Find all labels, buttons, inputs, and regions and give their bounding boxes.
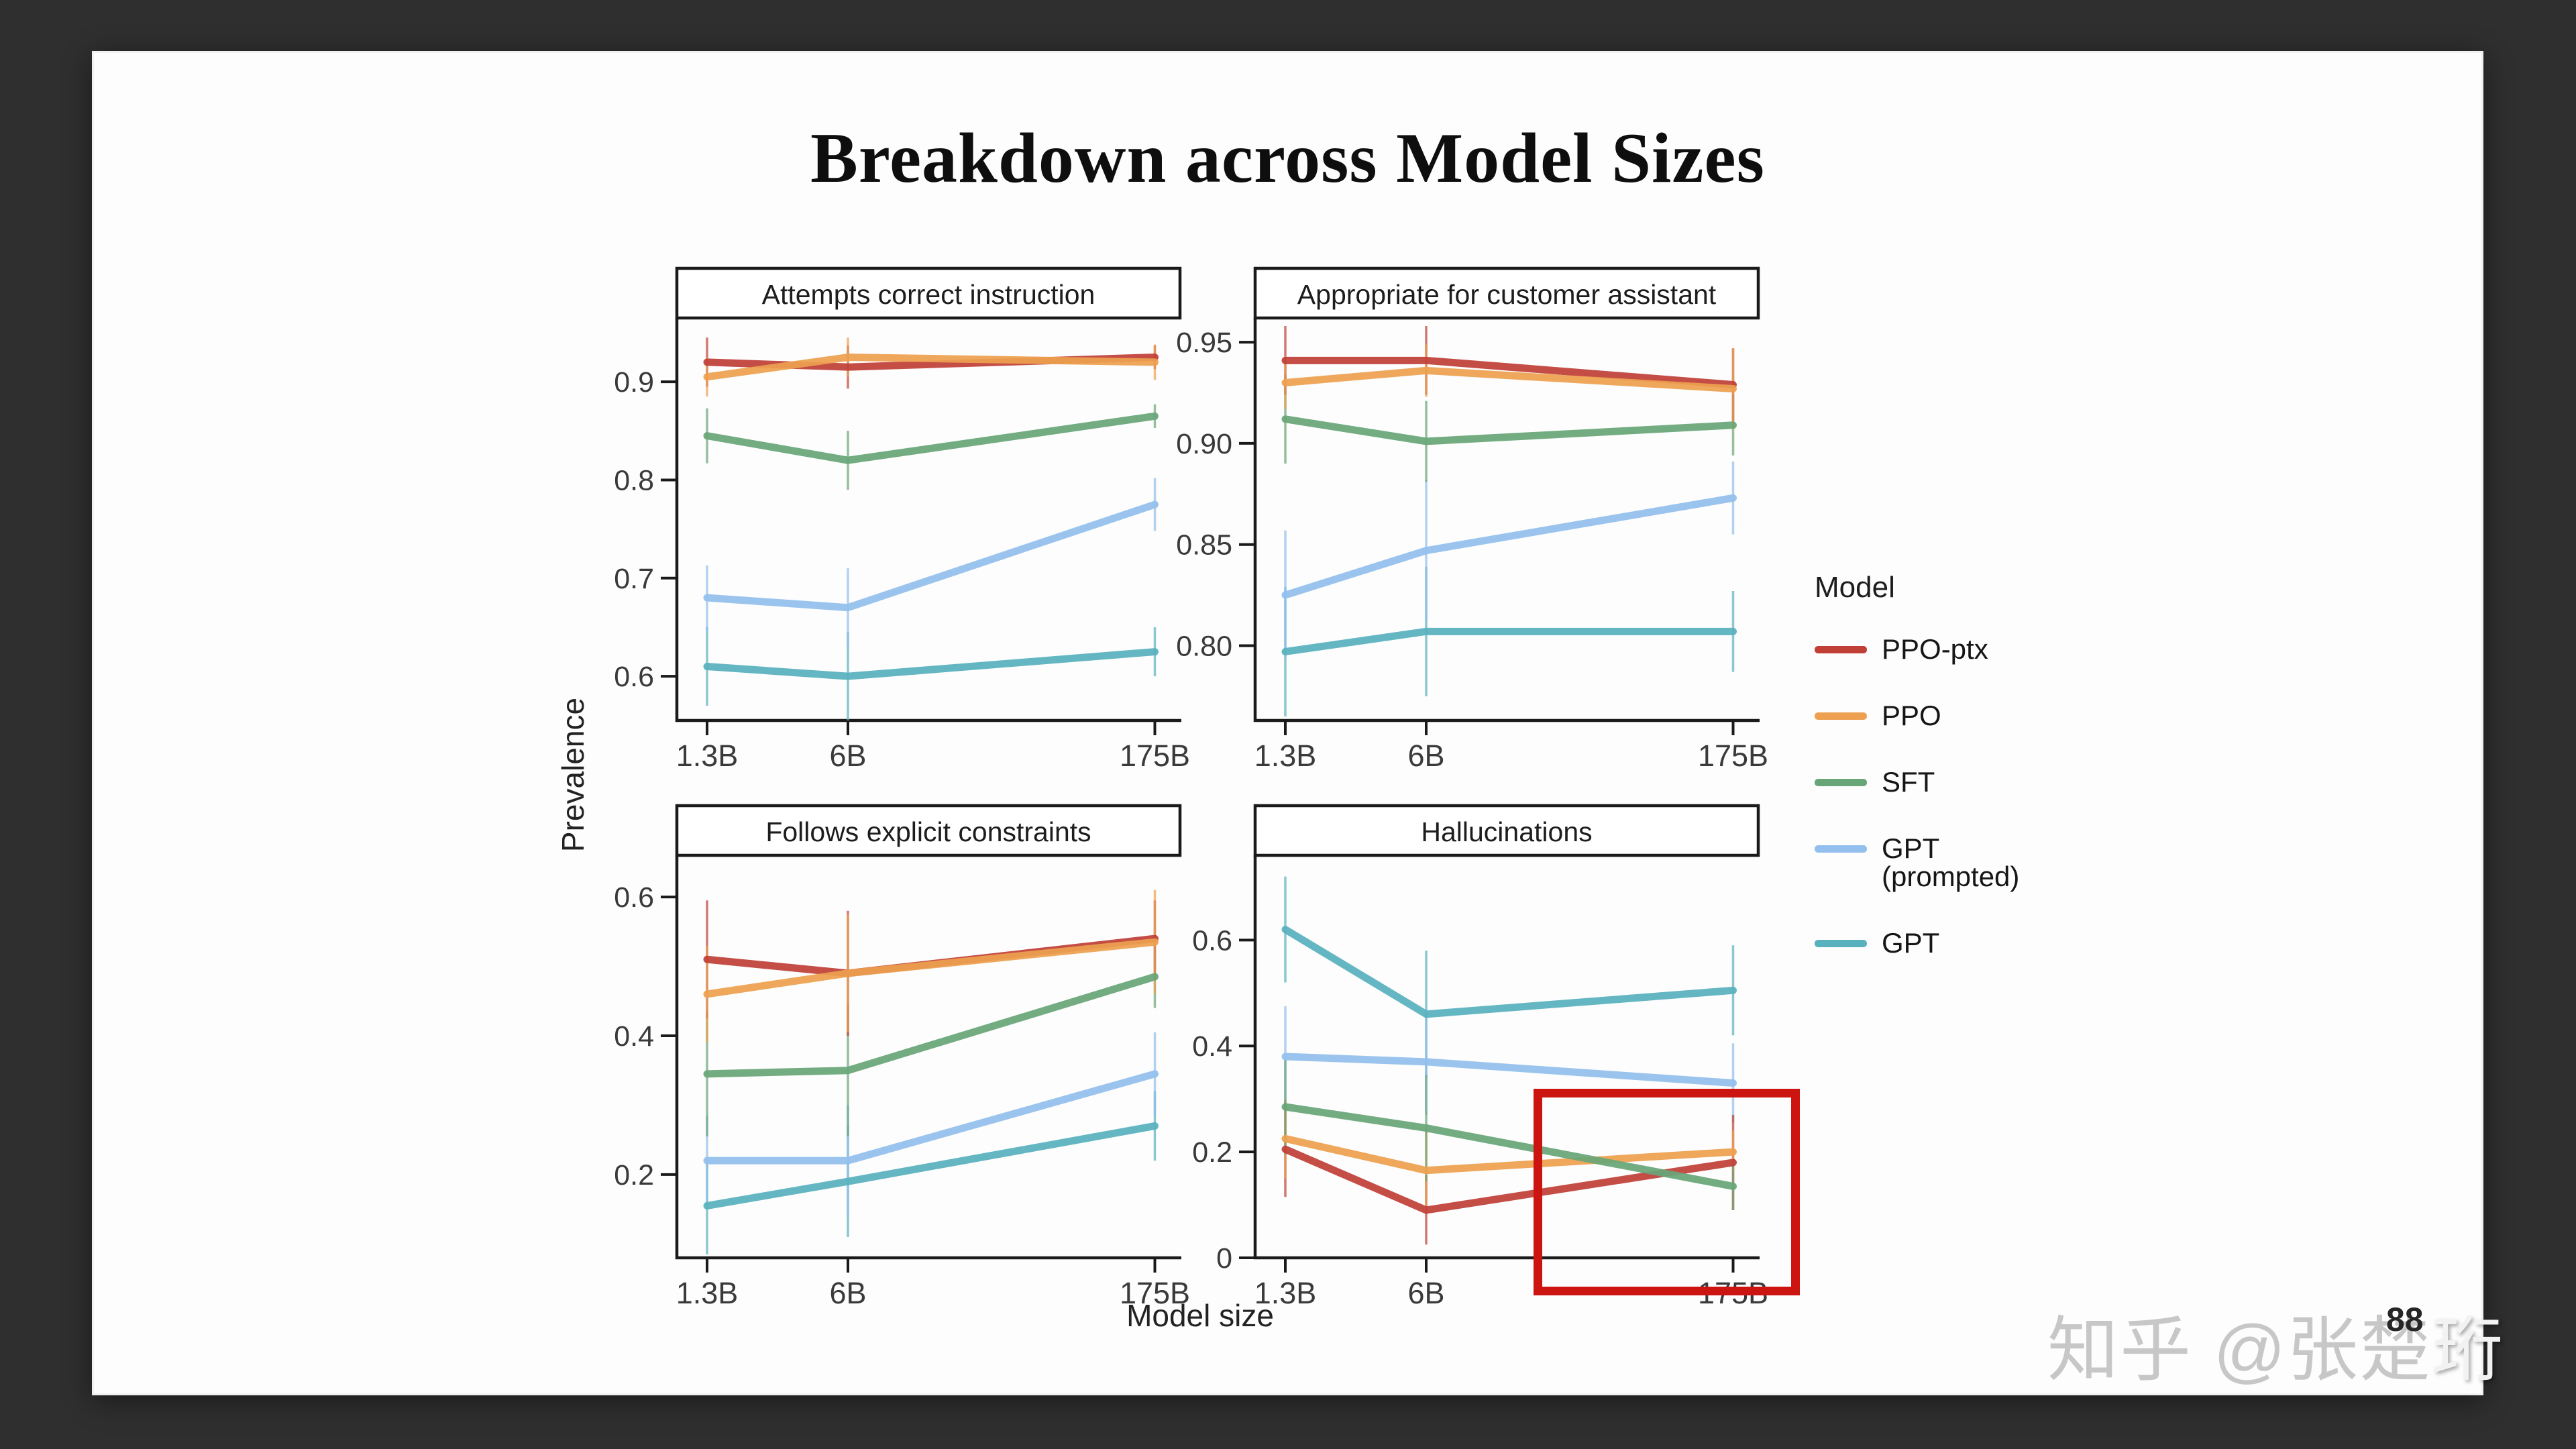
x-tick-label: 1.3B bbox=[676, 1276, 739, 1310]
highlight-box-annotation bbox=[1534, 1089, 1800, 1295]
subplot-title-box bbox=[675, 266, 1182, 320]
chart-follows-explicit-constraints: Follows explicit constraints 0.2 0.4 0.6 1.3… bbox=[614, 804, 1190, 1310]
legend-entry-label: SFT bbox=[1882, 766, 1935, 798]
legend-swatch-icon bbox=[1815, 845, 1867, 853]
y-tick-label: 0.90 bbox=[1176, 428, 1232, 460]
series-line-gpt bbox=[1281, 627, 1737, 655]
series-line-gpt-prompted- bbox=[1281, 1053, 1737, 1087]
y-tick-label: 0 bbox=[1216, 1242, 1232, 1275]
legend-entry-ppo: PPO bbox=[1815, 702, 2009, 730]
subplot-title-box bbox=[1253, 804, 1760, 857]
chart-attempts-correct-instruction: Attempts correct instruction 0.6 0.7 0.8 0.9… bbox=[614, 266, 1190, 773]
series-line-gpt-prompted- bbox=[703, 500, 1159, 612]
y-tick-label: 0.2 bbox=[1192, 1136, 1232, 1169]
subplot-title-box bbox=[675, 804, 1182, 857]
y-tick-label: 0.4 bbox=[1192, 1030, 1232, 1063]
series-line-gpt-prompted- bbox=[703, 1070, 1159, 1165]
x-tick-label: 1.3B bbox=[676, 739, 739, 773]
y-axis-label: Prevalence bbox=[555, 697, 590, 853]
subplot-title: Follows explicit constraints bbox=[765, 816, 1091, 847]
y-tick-label: 0.6 bbox=[614, 661, 654, 693]
x-tick-label: 1.3B bbox=[1254, 1276, 1317, 1310]
series-line-ppo bbox=[1281, 366, 1737, 393]
series-line-sft bbox=[703, 412, 1159, 464]
watermark: 知乎 @张楚珩 bbox=[2047, 1292, 2504, 1395]
legend-entry-label: GPT bbox=[1882, 927, 1940, 959]
series-line-gpt-prompted- bbox=[1281, 494, 1737, 599]
legend-entry-ppo-ptx: PPO-ptx bbox=[1815, 635, 2009, 663]
axis-lines bbox=[1253, 318, 1760, 722]
legend-swatch-icon bbox=[1815, 779, 1867, 786]
legend-swatch-icon bbox=[1815, 712, 1867, 720]
series-line-sft bbox=[703, 973, 1159, 1078]
legend-entry-label: GPT (prompted) bbox=[1882, 833, 2020, 892]
legend-entry-gpt: GPT bbox=[1815, 929, 2009, 957]
y-tick-label: 0.80 bbox=[1176, 630, 1232, 662]
watermark-text-white: 珩 bbox=[2432, 1311, 2505, 1390]
legend-entries: PPO-ptx PPO SFT GPT (prompted) GPT bbox=[1815, 635, 2020, 957]
legend-title: Model bbox=[1815, 571, 1895, 604]
x-axis-label: Model size bbox=[1126, 1298, 1274, 1333]
y-tick-label: 0.2 bbox=[614, 1159, 654, 1191]
series-line-ppo bbox=[1281, 1134, 1737, 1175]
y-tick-label: 0.6 bbox=[1192, 924, 1232, 957]
slide-title: Breakdown across Model Sizes bbox=[810, 119, 1765, 197]
subplot-title: Appropriate for customer assistant bbox=[1297, 279, 1717, 310]
x-tick-label: 6B bbox=[829, 739, 866, 773]
series-line-sft bbox=[1281, 415, 1737, 445]
y-tick-label: 0.6 bbox=[614, 881, 654, 914]
series-line-ppo bbox=[703, 938, 1159, 998]
y-tick-label: 0.85 bbox=[1176, 529, 1232, 561]
series-line-ppo bbox=[703, 354, 1159, 381]
axis-lines bbox=[675, 855, 1181, 1260]
axis-lines bbox=[675, 318, 1181, 722]
chart-appropriate-for-customer-assistant: Appropriate for customer assistant 0.80 0.… bbox=[1176, 266, 1768, 773]
series-line-sft bbox=[1281, 1103, 1737, 1190]
subplot-title-box bbox=[1253, 266, 1760, 320]
x-tick-label: 175B bbox=[1698, 739, 1768, 773]
subplot-title: Hallucinations bbox=[1421, 816, 1592, 847]
legend-swatch-icon bbox=[1815, 940, 1867, 947]
legend-entry-sft: SFT bbox=[1815, 768, 2009, 796]
x-tick-label: 6B bbox=[829, 1276, 866, 1310]
series-line-gpt bbox=[703, 1122, 1159, 1210]
subplot-title: Attempts correct instruction bbox=[762, 279, 1095, 310]
watermark-text-gray: 知乎 @张楚 bbox=[2047, 1311, 2432, 1390]
x-tick-label: 175B bbox=[1120, 1276, 1190, 1310]
y-tick-label: 0.7 bbox=[614, 563, 654, 595]
x-tick-label: 6B bbox=[1407, 1276, 1444, 1310]
series-line-ppo-ptx bbox=[1281, 356, 1737, 388]
x-tick-label: 6B bbox=[1407, 739, 1444, 773]
y-tick-label: 0.95 bbox=[1176, 327, 1232, 359]
x-tick-label: 1.3B bbox=[1254, 739, 1317, 773]
y-tick-label: 0.4 bbox=[614, 1020, 654, 1053]
x-tick-label: 175B bbox=[1120, 739, 1190, 773]
slide: Breakdown across Model Sizes Attempts co… bbox=[92, 51, 2483, 1395]
page-number: 88 bbox=[2386, 1301, 2424, 1338]
legend-entry-label: PPO-ptx bbox=[1882, 633, 1988, 665]
legend-entry-gpt-prompted-: GPT (prompted) bbox=[1815, 833, 2020, 892]
legend: Model PPO-ptx PPO SFT GPT (prompted) GPT bbox=[1815, 571, 2020, 996]
series-line-ppo-ptx bbox=[1281, 1145, 1737, 1214]
series-line-gpt bbox=[1281, 926, 1737, 1018]
y-tick-label: 0.9 bbox=[614, 366, 654, 398]
series-line-gpt bbox=[703, 648, 1159, 680]
legend-swatch-icon bbox=[1815, 646, 1867, 653]
y-tick-label: 0.8 bbox=[614, 464, 654, 496]
legend-entry-label: PPO bbox=[1882, 700, 1941, 731]
